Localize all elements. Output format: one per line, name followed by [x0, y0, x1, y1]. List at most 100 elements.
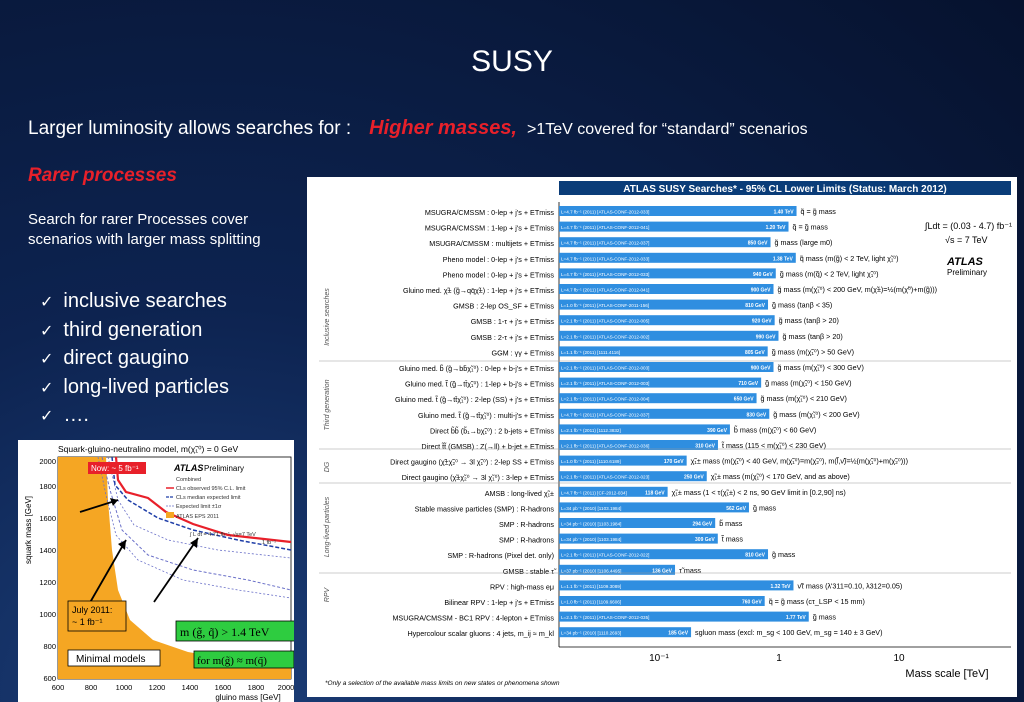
- row-reference: L=4.7 fb⁻¹ (2011) [ATLAS-CONF-2012-041]: [561, 288, 649, 293]
- row-label: Direct t̃t̃ (GMSB) : Z(→ll) + b-jet + ET…: [421, 442, 554, 451]
- row-reference: L=2.1 fb⁻¹ (2011) [ATLAS-CONF-2012-005]: [561, 319, 649, 324]
- ytick: 1800: [39, 482, 56, 491]
- bullet-item: ….: [40, 402, 229, 431]
- xtick: 1600: [215, 683, 232, 692]
- category-label: Inclusive searches: [324, 288, 331, 346]
- lplot-xlabel: gluino mass [GeV]: [215, 693, 280, 702]
- rplot-xlabel: Mass scale [TeV]: [905, 668, 988, 680]
- row-reference: L=1.0 fb⁻¹ (2011) [1110.6189]: [561, 459, 621, 464]
- row-description: q̃ mass (m(g̃) < 2 TeV, light χ̃₁⁰): [799, 254, 898, 263]
- lplot-lumi: ∫ L dt = 4.71 fb⁻¹, √s=7 TeV: [189, 531, 256, 538]
- now-label: Now: ~ 5 fb⁻¹: [91, 464, 139, 473]
- row-limit-value: 1.38 TeV: [773, 256, 794, 262]
- limit-bar: [559, 440, 718, 450]
- july-box: [67, 600, 127, 632]
- category-label: DG: [324, 461, 331, 472]
- covered-text: >1TeV covered for “standard” scenarios: [527, 121, 808, 138]
- limit-bar: [559, 455, 687, 466]
- row-reference: L=2.1 fb⁻¹ (2011) [ATLAS-CONF-2012-022]: [561, 553, 649, 558]
- lplot-yticks: 600 800 1000 1200 1400 1600 1800 2000: [39, 457, 56, 683]
- ytick: 1400: [39, 546, 56, 555]
- row-description: q̃ = g̃ mass: [800, 207, 836, 216]
- category-label: Long-lived particles: [324, 496, 331, 557]
- row-description: g̃ mass (m(χ̃₁⁰) > 50 GeV): [771, 347, 854, 356]
- row-limit-value: 118 GeV: [645, 490, 665, 496]
- row-label: Gluino med. t̃ (g̃→tt̄χ̃₁⁰) : 2-lep (SS)…: [395, 395, 554, 404]
- row-reference: L=1.0 fb⁻¹ (2011) [1109.6606]: [561, 600, 621, 605]
- row-limit-value: 990 GeV: [756, 334, 776, 340]
- bullet-item: long-lived particles: [40, 374, 229, 403]
- row-reference: L=34 pb⁻¹ (2010) [1103.1984]: [561, 537, 621, 542]
- rplot-atlas: ATLAS: [946, 256, 984, 268]
- row-reference: L=1.0 fb⁻¹ (2011) [ATLAS-CONF-2011-156]: [561, 303, 649, 308]
- row-reference: L=2.1 fb⁻¹ (2011) [ATLAS-CONF-2012-035]: [561, 615, 649, 620]
- row-limit-value: 390 GeV: [707, 428, 727, 434]
- row-description: q̃ = g̃ mass (cτ_LSP < 15 mm): [768, 597, 865, 606]
- row-reference: L=4.7 fb⁻¹ (2011) [ATLAS-CONF-2012-037]: [561, 412, 649, 417]
- row-description: b̃ mass (m(χ̃₁⁰) < 60 GeV): [734, 425, 816, 434]
- rplot-xticks: 10⁻¹ 1 10: [649, 653, 905, 664]
- row-limit-value: 136 GeV: [652, 568, 672, 574]
- search-line-1: Search for rarer Processes cover: [28, 211, 249, 228]
- row-description: g̃ mass: [753, 503, 777, 512]
- row-description: g̃ mass (m(χ̃₁⁰) < 210 GeV): [760, 394, 847, 403]
- row-limit-value: 309 GeV: [695, 537, 715, 543]
- category-labels: Inclusive searches Third generation DG L…: [324, 288, 331, 602]
- mass-limit-label: m (g̃, q̃) > 1.4 TeV: [180, 625, 270, 639]
- row-reference: L=34 pb⁻¹ (2010) [1103.1984]: [561, 522, 621, 527]
- bullet-item: direct gaugino: [40, 345, 229, 374]
- row-label: SMP : R-hadrons (Pixel det. only): [447, 551, 554, 560]
- row-label: GMSB : stable τ̃: [503, 567, 557, 576]
- row-description: g̃ mass (m(χ̃₁⁰) < 200 GeV): [773, 410, 860, 419]
- row-limit-value: 1.77 TeV: [786, 615, 807, 621]
- squark-gluino-plot: Squark-gluino-neutralino model, m(χ̃₁⁰) …: [18, 440, 294, 702]
- xtick: 600: [52, 683, 65, 692]
- july-label-1: July 2011:: [72, 605, 112, 615]
- row-limit-value: 760 GeV: [742, 600, 762, 606]
- xtick: 1800: [248, 683, 265, 692]
- row-label: RPV : high-mass eμ: [490, 582, 554, 591]
- observed-limit-curve: [114, 456, 292, 544]
- row-limit-value: 810 GeV: [745, 303, 765, 309]
- row-reference: L=2.1 fb⁻¹ (2011) [ATLAS-CONF-2012-002]: [561, 334, 649, 339]
- row-description: q̃ = g̃ mass: [792, 223, 828, 232]
- legend-0: Combined: [176, 477, 201, 483]
- ytick: 1200: [39, 578, 56, 587]
- row-label: Gluino med. t̃ (g̃→tt̄χ̃₁⁰) : 1-lep + b-…: [405, 380, 554, 389]
- limit-bar: [559, 206, 797, 216]
- lplot-xticks: 600 800 1000 1200 1400 1600 1800 2000: [52, 683, 294, 692]
- row-reference: L=4.7 fb⁻¹ (2011) [ATLAS-CONF-2012-041]: [561, 225, 649, 230]
- row-limit-value: 1.32 TeV: [771, 584, 792, 590]
- row-label: SMP : R-hadrons: [499, 520, 554, 529]
- lplot-prelim: Preliminary: [204, 464, 244, 473]
- xtick: 1400: [182, 683, 199, 692]
- rplot-sqrts: √s = 7 TeV: [945, 235, 988, 245]
- row-limit-value: 900 GeV: [751, 366, 771, 372]
- limit-bar: [559, 237, 771, 248]
- row-label: Stable massive particles (SMP) : R-hadro…: [415, 504, 555, 513]
- mass-limit-box: [175, 620, 294, 642]
- lplot-title: Squark-gluino-neutralino model, m(χ̃₁⁰) …: [58, 444, 238, 454]
- row-description: χ̃₁± mass (m(χ̃₁⁰) < 40 GeV, m(χ̃₁⁰)=m(χ…: [691, 457, 908, 466]
- row-label: Direct b̃b̃ (b̃₁→bχ̃₁⁰) : 2 b-jets + ETm…: [430, 426, 554, 435]
- row-reference: L=34 pb⁻¹ (2010) [1103.1984]: [561, 506, 621, 511]
- atlas-susy-summary-plot: ATLAS SUSY Searches* - 95% CL Lower Limi…: [307, 177, 1017, 697]
- bullet-item: third generation: [40, 317, 229, 346]
- rplot-rows: MSUGRA/CMSSM : 0-lep + j's + ETmiss L=4.7…: [390, 206, 937, 638]
- row-description: sgluon mass (excl: m_sg < 100 GeV, m_sg …: [695, 628, 882, 637]
- row-reference: L=1.1 fb⁻¹ (2011) [1109.3089]: [561, 584, 621, 589]
- row-limit-value: 310 GeV: [695, 444, 715, 450]
- row-limit-value: 900 GeV: [751, 288, 771, 294]
- limit-bar: [559, 299, 769, 310]
- now-label-box: [88, 462, 146, 474]
- xtick: 800: [85, 683, 98, 692]
- row-limit-value: 940 GeV: [753, 272, 773, 278]
- july-label-2: ~ 1 fb⁻¹: [72, 617, 103, 627]
- row-label: Bilinear RPV : 1-lep + j's + ETmiss: [444, 598, 554, 607]
- row-label: Gluino med. t̃ (g̃→tt̄χ̃₁⁰) : multi-j's …: [418, 411, 554, 420]
- row-limit-value: 830 GeV: [747, 412, 767, 418]
- row-description: g̃ mass: [812, 613, 836, 622]
- row-reference: L=4.7 fb⁻¹ (2011) [ATLAS-CONF-2012-033]: [561, 210, 649, 215]
- row-limit-value: 850 GeV: [748, 241, 768, 247]
- limit-bar: [559, 596, 765, 606]
